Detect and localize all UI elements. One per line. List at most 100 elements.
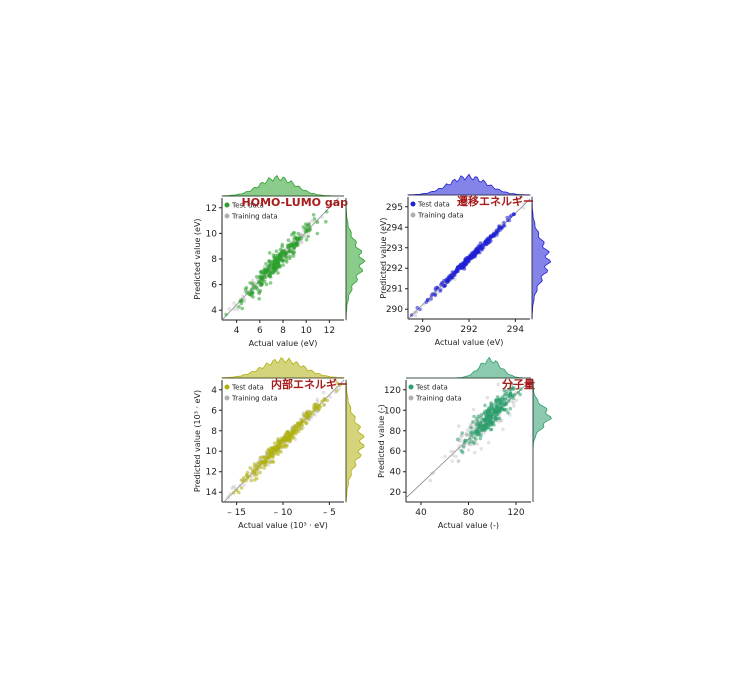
- data-point-test: [492, 402, 496, 407]
- data-point-test: [503, 392, 508, 396]
- data-point-test: [480, 246, 485, 251]
- data-point-train: [497, 419, 501, 424]
- data-point-train: [485, 395, 490, 400]
- marginal-y-density: [345, 379, 365, 503]
- panel-title: HOMO-LUMO gap: [242, 196, 349, 209]
- data-point-test: [468, 437, 472, 441]
- data-point-train: [315, 399, 320, 404]
- data-point-test: [409, 313, 414, 317]
- data-point-test: [274, 249, 279, 253]
- data-point-train: [320, 215, 324, 219]
- y-tick-label: 291: [386, 285, 403, 295]
- data-point-test: [489, 427, 494, 432]
- y-tick-label: 60: [390, 447, 402, 457]
- data-point-test: [460, 264, 465, 269]
- legend-label-test: Test data: [231, 384, 264, 392]
- data-point-test: [471, 420, 475, 424]
- data-point-test: [237, 490, 241, 495]
- marginal-y-density: [345, 197, 366, 321]
- data-point-test: [479, 433, 483, 438]
- data-point-test: [489, 234, 493, 238]
- y-tick-label: 14: [206, 488, 218, 498]
- data-point-test: [450, 272, 455, 277]
- data-point-test: [467, 440, 472, 445]
- legend-marker-train: [410, 212, 416, 218]
- data-point-train: [250, 278, 255, 283]
- data-point-test: [240, 306, 244, 311]
- data-point-test: [501, 407, 505, 412]
- data-point-test: [293, 242, 298, 247]
- data-point-test: [335, 389, 339, 393]
- data-point-test: [503, 397, 508, 401]
- data-point-test: [257, 280, 261, 284]
- data-point-test: [275, 258, 280, 262]
- data-point-train: [413, 313, 418, 318]
- data-point-train: [450, 459, 455, 463]
- data-point-train: [460, 434, 464, 438]
- data-point-test: [442, 284, 447, 288]
- data-point-test: [288, 243, 293, 247]
- data-point-test: [512, 212, 516, 216]
- data-point-train: [414, 310, 419, 315]
- data-point-test: [509, 213, 513, 218]
- data-point-train: [299, 240, 304, 245]
- data-point-test: [306, 415, 311, 420]
- marginal-x-density: [221, 357, 345, 379]
- data-point-test: [237, 304, 241, 309]
- data-point-test: [415, 305, 420, 310]
- data-point-test: [255, 467, 260, 471]
- data-point-test: [281, 253, 286, 257]
- data-point-test: [294, 425, 299, 430]
- data-point-test: [296, 231, 301, 236]
- data-point-train: [451, 453, 455, 458]
- data-point-train: [449, 449, 453, 454]
- data-point-test: [268, 281, 273, 285]
- data-point-train: [457, 444, 462, 448]
- data-point-test: [496, 398, 501, 402]
- data-point-train: [510, 399, 514, 404]
- data-point-test: [281, 444, 286, 449]
- data-point-test: [286, 238, 291, 242]
- data-point-test: [510, 394, 515, 398]
- data-point-test: [508, 406, 512, 411]
- data-point-test: [486, 421, 491, 426]
- data-point-train: [240, 294, 245, 299]
- data-point-test: [470, 440, 475, 444]
- data-point-test: [279, 450, 283, 454]
- data-point-test: [505, 218, 510, 222]
- data-point-train: [457, 447, 461, 451]
- data-point-test: [460, 431, 465, 435]
- y-tick-label: 4: [211, 386, 217, 396]
- data-point-test: [311, 213, 316, 217]
- data-point-train: [479, 447, 484, 451]
- data-point-train: [525, 385, 529, 389]
- data-point-train: [429, 471, 434, 476]
- data-point-test: [248, 466, 252, 470]
- data-point-test: [295, 238, 300, 242]
- data-point-test: [312, 217, 317, 221]
- data-point-test: [312, 405, 316, 409]
- data-point-train: [302, 233, 306, 238]
- data-point-test: [501, 397, 505, 401]
- data-point-test: [259, 465, 263, 470]
- legend-label-test: Test data: [231, 202, 264, 210]
- data-point-test: [272, 441, 277, 445]
- data-point-train: [250, 475, 254, 479]
- y-tick-label: 10: [206, 447, 218, 457]
- data-point-test: [325, 398, 330, 403]
- data-point-test: [469, 425, 473, 430]
- data-point-test: [245, 473, 249, 477]
- data-point-test: [489, 404, 494, 409]
- data-point-train: [431, 470, 436, 475]
- data-point-test: [292, 231, 297, 235]
- data-point-test: [287, 437, 292, 442]
- data-point-train: [486, 440, 491, 445]
- x-tick-label: 6: [257, 326, 263, 336]
- legend-marker-test: [224, 384, 230, 390]
- data-point-train: [512, 404, 516, 408]
- data-point-train: [465, 428, 470, 433]
- x-axis-title: Actual value (eV): [435, 338, 504, 347]
- y-tick-label: 80: [390, 427, 402, 437]
- data-point-train: [511, 400, 516, 405]
- data-point-test: [254, 469, 258, 474]
